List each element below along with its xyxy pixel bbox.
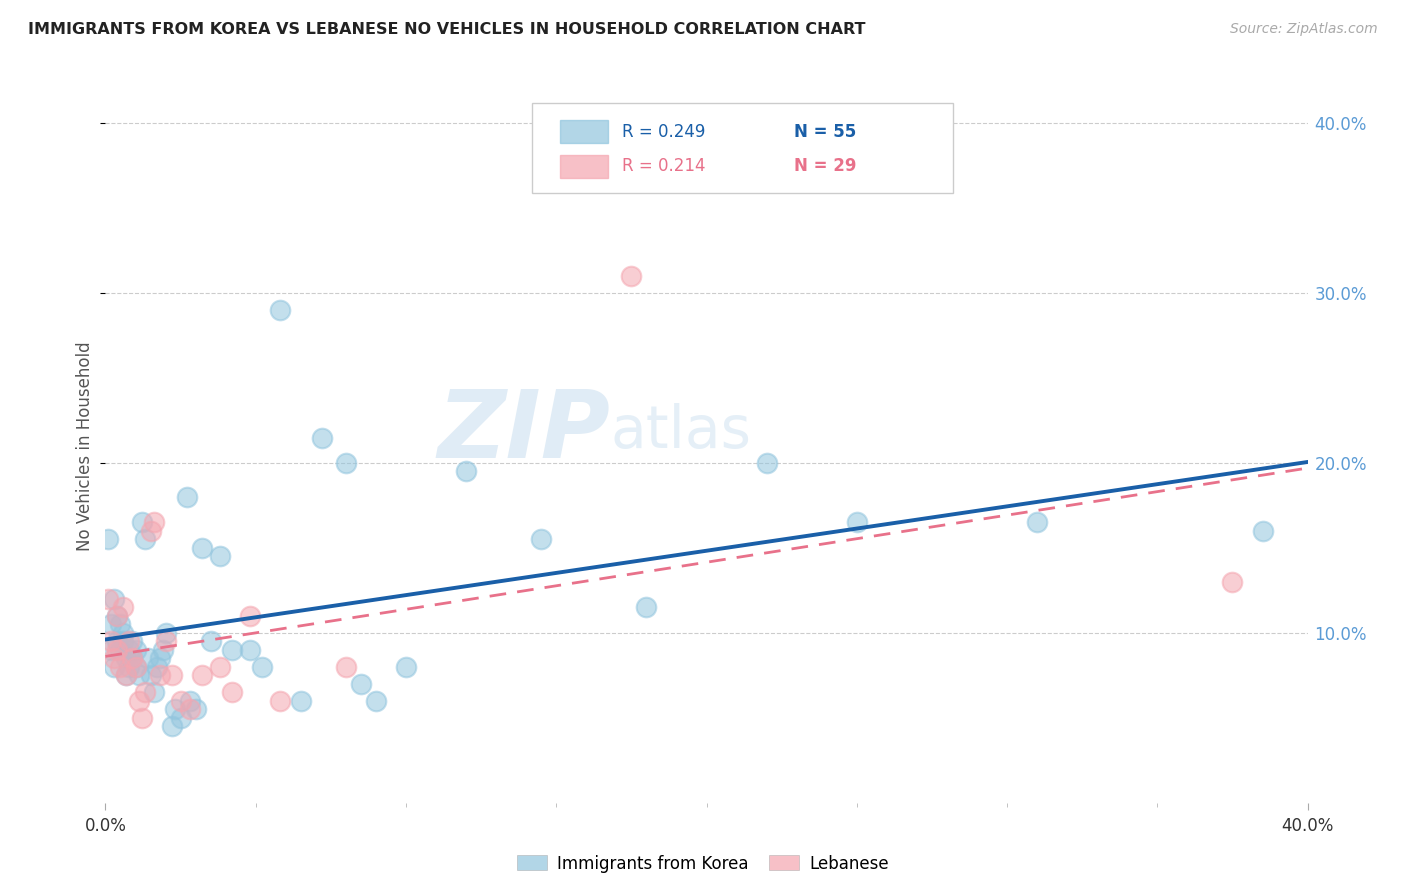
- Point: [112, 626, 135, 640]
- Point: [139, 524, 162, 538]
- Point: [208, 660, 231, 674]
- Point: [190, 541, 212, 555]
- Point: [290, 694, 312, 708]
- Point: [169, 694, 191, 708]
- Point: [311, 430, 333, 444]
- Point: [184, 702, 207, 716]
- Point: [148, 668, 170, 682]
- Point: [128, 694, 150, 708]
- Point: [112, 600, 135, 615]
- Point: [350, 677, 373, 691]
- Point: [100, 617, 122, 632]
- Point: [97, 591, 120, 606]
- Point: [103, 591, 125, 606]
- Point: [145, 660, 167, 674]
- Point: [139, 668, 162, 682]
- Point: [636, 600, 658, 615]
- Text: ZIP: ZIP: [437, 385, 610, 478]
- Point: [142, 685, 165, 699]
- Point: [620, 269, 643, 284]
- Point: [176, 490, 198, 504]
- Point: [121, 634, 143, 648]
- Point: [136, 651, 159, 665]
- Point: [97, 533, 120, 547]
- Point: [100, 634, 122, 648]
- Point: [221, 685, 243, 699]
- Point: [134, 533, 156, 547]
- Point: [121, 651, 143, 665]
- Point: [169, 711, 191, 725]
- Point: [239, 608, 262, 623]
- Text: R = 0.249: R = 0.249: [623, 123, 706, 141]
- Point: [250, 660, 273, 674]
- Point: [239, 643, 262, 657]
- Point: [208, 549, 231, 564]
- Point: [190, 668, 212, 682]
- Point: [530, 533, 553, 547]
- Point: [115, 668, 138, 682]
- Point: [335, 456, 357, 470]
- Point: [364, 694, 387, 708]
- Point: [118, 660, 141, 674]
- Point: [142, 516, 165, 530]
- Point: [845, 516, 868, 530]
- Point: [124, 660, 146, 674]
- Point: [160, 719, 183, 733]
- Point: [179, 702, 201, 716]
- Point: [395, 660, 418, 674]
- Point: [103, 651, 125, 665]
- Point: [163, 702, 186, 716]
- Point: [134, 685, 156, 699]
- Point: [121, 651, 143, 665]
- Point: [1222, 574, 1244, 589]
- Point: [755, 456, 778, 470]
- Point: [118, 643, 141, 657]
- FancyBboxPatch shape: [560, 120, 607, 143]
- FancyBboxPatch shape: [533, 103, 953, 193]
- Legend: Immigrants from Korea, Lebanese: Immigrants from Korea, Lebanese: [510, 848, 896, 880]
- Point: [200, 634, 222, 648]
- Point: [1251, 524, 1274, 538]
- Point: [112, 634, 135, 648]
- Point: [115, 651, 138, 665]
- Point: [118, 634, 141, 648]
- Y-axis label: No Vehicles in Household: No Vehicles in Household: [76, 341, 94, 551]
- Point: [155, 626, 177, 640]
- Point: [100, 643, 122, 657]
- Text: R = 0.214: R = 0.214: [623, 157, 706, 175]
- Point: [454, 465, 477, 479]
- Text: N = 29: N = 29: [794, 157, 856, 175]
- Point: [107, 608, 129, 623]
- Text: N = 55: N = 55: [794, 123, 856, 141]
- Point: [131, 711, 153, 725]
- Point: [221, 643, 243, 657]
- Point: [110, 643, 132, 657]
- Point: [107, 608, 129, 623]
- Text: Source: ZipAtlas.com: Source: ZipAtlas.com: [1230, 22, 1378, 37]
- Point: [335, 660, 357, 674]
- Point: [155, 634, 177, 648]
- Point: [103, 660, 125, 674]
- Text: atlas: atlas: [610, 403, 751, 460]
- Point: [1026, 516, 1049, 530]
- Point: [148, 651, 170, 665]
- Text: IMMIGRANTS FROM KOREA VS LEBANESE NO VEHICLES IN HOUSEHOLD CORRELATION CHART: IMMIGRANTS FROM KOREA VS LEBANESE NO VEH…: [28, 22, 866, 37]
- Point: [131, 516, 153, 530]
- Point: [160, 668, 183, 682]
- Point: [152, 643, 174, 657]
- Point: [107, 643, 129, 657]
- Point: [269, 694, 291, 708]
- Point: [179, 694, 201, 708]
- Point: [128, 668, 150, 682]
- Point: [107, 634, 129, 648]
- FancyBboxPatch shape: [560, 154, 607, 178]
- Point: [124, 643, 146, 657]
- Point: [124, 660, 146, 674]
- Point: [110, 617, 132, 632]
- Point: [269, 303, 291, 318]
- Point: [115, 668, 138, 682]
- Point: [110, 660, 132, 674]
